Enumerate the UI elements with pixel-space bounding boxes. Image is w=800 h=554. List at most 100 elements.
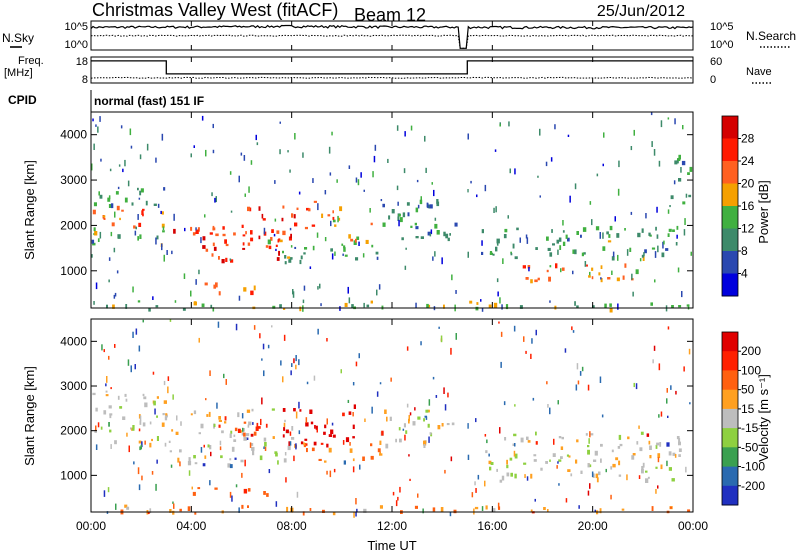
heat-cell bbox=[580, 470, 583, 474]
heat-cell bbox=[109, 413, 113, 416]
heat-cell bbox=[501, 304, 503, 310]
heat-cell bbox=[303, 252, 306, 255]
heat-cell bbox=[595, 473, 599, 479]
heat-cell bbox=[201, 115, 204, 121]
heat-cell bbox=[510, 251, 512, 254]
heat-cell bbox=[505, 304, 509, 310]
heat-cell bbox=[309, 508, 312, 511]
heat-cell bbox=[535, 329, 537, 336]
heat-cell bbox=[277, 460, 279, 465]
heat-cell bbox=[106, 376, 108, 383]
heat-cell bbox=[211, 253, 214, 257]
heat-cell bbox=[172, 501, 174, 504]
heat-cell bbox=[406, 202, 410, 206]
heat-cell bbox=[298, 401, 300, 409]
heat-cell bbox=[489, 251, 493, 255]
heat-cell bbox=[101, 344, 103, 351]
heat-cell bbox=[311, 447, 315, 452]
heat-cell bbox=[632, 291, 634, 297]
heat-cell bbox=[225, 243, 229, 247]
heat-cell bbox=[638, 475, 641, 479]
heat-cell bbox=[331, 253, 334, 260]
heat-cell bbox=[677, 267, 680, 273]
heat-cell bbox=[484, 480, 486, 487]
heat-cell bbox=[410, 225, 413, 228]
heat-cell bbox=[145, 200, 148, 206]
heat-cell bbox=[636, 441, 639, 445]
heat-cell bbox=[247, 206, 250, 212]
heat-cell bbox=[514, 453, 518, 459]
heat-cell bbox=[100, 426, 103, 430]
heat-cell bbox=[587, 384, 590, 391]
heat-cell bbox=[241, 432, 244, 436]
heat-cell bbox=[324, 190, 327, 195]
velocity-colorbar-tick-label: -100 bbox=[741, 460, 765, 474]
heat-cell bbox=[110, 203, 114, 209]
heat-cell bbox=[344, 302, 348, 307]
heat-cell bbox=[474, 506, 479, 510]
heat-cell bbox=[155, 237, 157, 245]
y-tick-label: 4000 bbox=[60, 128, 87, 142]
heat-cell bbox=[252, 422, 254, 425]
nave-label: Nave bbox=[746, 66, 772, 78]
heat-cell bbox=[370, 443, 373, 447]
heat-cell bbox=[671, 305, 674, 308]
heat-cell bbox=[681, 291, 683, 298]
heat-cell bbox=[355, 498, 357, 505]
heat-cell bbox=[427, 423, 430, 428]
heat-cell bbox=[263, 446, 265, 449]
heat-cell bbox=[417, 493, 419, 498]
heat-cell bbox=[513, 325, 516, 332]
heat-cell bbox=[475, 306, 479, 311]
heat-cell bbox=[134, 364, 136, 370]
heat-cell bbox=[425, 167, 427, 173]
heat-cell bbox=[678, 438, 681, 443]
heat-cell bbox=[300, 255, 303, 260]
heat-cell bbox=[657, 457, 660, 463]
heat-cell bbox=[427, 203, 429, 209]
heat-cell bbox=[417, 416, 421, 420]
heat-cell bbox=[243, 421, 247, 424]
heat-cell bbox=[294, 222, 298, 227]
heat-cell bbox=[398, 219, 400, 227]
heat-cell bbox=[453, 509, 457, 514]
heat-cell bbox=[558, 237, 562, 242]
heat-cell bbox=[283, 458, 287, 463]
heat-cell bbox=[565, 234, 568, 239]
heat-cell bbox=[114, 344, 116, 348]
heat-cell bbox=[596, 173, 599, 177]
heat-cell bbox=[612, 463, 616, 468]
heat-cell bbox=[484, 434, 487, 437]
heat-cell bbox=[358, 353, 360, 359]
heat-cell bbox=[560, 268, 562, 273]
heat-cell bbox=[609, 303, 612, 307]
heat-cell bbox=[526, 476, 529, 481]
heat-cell bbox=[215, 233, 219, 237]
heat-cell bbox=[497, 502, 500, 509]
heat-cell bbox=[108, 422, 110, 427]
heat-cell bbox=[332, 434, 336, 438]
heat-cell bbox=[379, 451, 381, 454]
heat-cell bbox=[302, 305, 304, 312]
heat-cell bbox=[355, 511, 357, 517]
heat-cell bbox=[327, 214, 331, 217]
heat-cell bbox=[246, 409, 251, 413]
heat-cell bbox=[313, 375, 316, 381]
heat-cell bbox=[316, 232, 319, 238]
heat-cell bbox=[429, 432, 432, 435]
velocity-frame bbox=[91, 319, 693, 512]
heat-cell bbox=[230, 210, 233, 213]
heat-cell bbox=[147, 511, 150, 514]
heat-cell bbox=[292, 289, 294, 295]
cpid-mode: normal (fast) 151 IF bbox=[94, 94, 204, 108]
heat-cell bbox=[137, 214, 139, 220]
heat-cell bbox=[579, 371, 582, 376]
heat-cell bbox=[488, 453, 490, 457]
heat-cell bbox=[429, 204, 433, 209]
heat-cell bbox=[204, 214, 206, 218]
heat-cell bbox=[142, 208, 145, 211]
heat-cell bbox=[120, 125, 123, 129]
heat-cell bbox=[687, 304, 690, 310]
heat-cell bbox=[607, 277, 611, 280]
heat-cell bbox=[156, 459, 158, 464]
